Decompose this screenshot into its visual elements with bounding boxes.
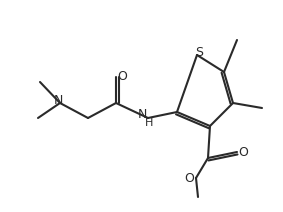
- Text: O: O: [238, 145, 248, 159]
- Text: O: O: [117, 71, 127, 84]
- Text: N: N: [137, 109, 147, 121]
- Text: O: O: [184, 172, 194, 184]
- Text: H: H: [145, 118, 153, 128]
- Text: S: S: [195, 46, 203, 60]
- Text: N: N: [53, 93, 63, 106]
